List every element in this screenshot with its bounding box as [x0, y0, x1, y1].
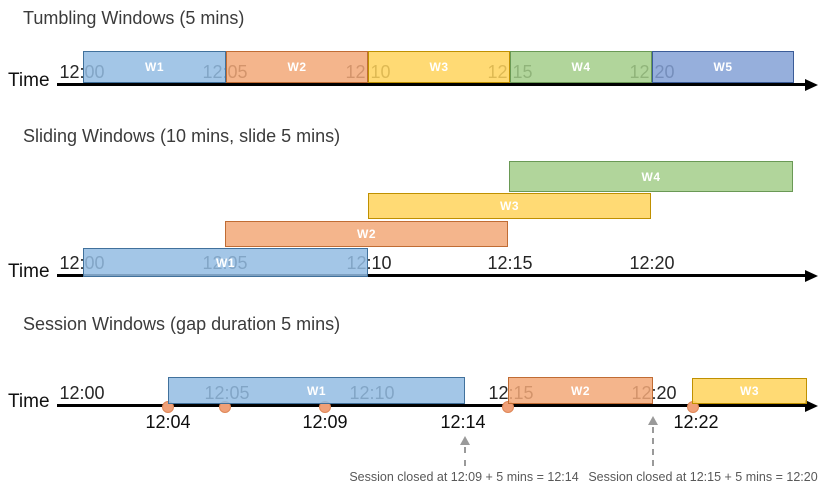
tumbling-window-box-w2: W2 [226, 51, 368, 83]
event-time-label: 12:22 [673, 412, 719, 432]
event-time-label: 12:09 [302, 412, 348, 432]
sliding-window-box-w2: W2 [225, 221, 508, 247]
tumbling-window-box-w5: W5 [652, 51, 794, 83]
window-label: W1 [307, 383, 326, 398]
window-label: W2 [571, 383, 590, 398]
sliding-window-box-w1: W1 [83, 248, 368, 277]
session-windows-title: Session Windows (gap duration 5 mins) [23, 314, 341, 334]
window-label: W3 [740, 384, 759, 398]
dashed-arrow-head-icon [648, 416, 658, 425]
tumbling-windows-title: Tumbling Windows (5 mins) [23, 8, 245, 28]
session-window-box-w3: W3 [692, 378, 807, 404]
session-time-axis-label: Time [8, 391, 50, 412]
session-axis-tick-label: 12:00 [59, 383, 105, 403]
window-label: W2 [357, 227, 376, 241]
sliding-axis-tick-label: 12:15 [487, 253, 533, 273]
event-time-label: 12:04 [145, 412, 191, 432]
dashed-arrow-line [464, 447, 466, 466]
window-label: W2 [287, 60, 307, 74]
window-label: W1 [216, 255, 235, 270]
session-time-axis-line [57, 404, 806, 407]
tumbling-time-axis-arrowhead-icon [805, 78, 818, 91]
window-label: W4 [641, 169, 661, 184]
session-window-box-w1: W1 [168, 377, 465, 404]
session-window-box-w2: W2 [508, 377, 653, 404]
window-label: W4 [571, 60, 591, 74]
sliding-time-axis-line [57, 274, 806, 277]
dashed-arrow-line [652, 427, 654, 466]
sliding-time-axis-label: Time [8, 261, 50, 282]
sliding-window-box-w3: W3 [368, 193, 651, 219]
session-time-axis-arrowhead-icon [805, 399, 818, 412]
sliding-window-box-w4: W4 [509, 161, 793, 192]
session-closed-annotation: Session closed at 12:09 + 5 mins = 12:14 [349, 470, 579, 484]
tumbling-window-box-w3: W3 [368, 51, 510, 83]
window-label: W5 [713, 60, 733, 74]
dashed-arrow-head-icon [460, 436, 470, 445]
sliding-windows-title: Sliding Windows (10 mins, slide 5 mins) [23, 126, 341, 146]
sliding-axis-tick-label: 12:20 [629, 253, 675, 273]
tumbling-time-axis-line [57, 83, 806, 86]
sliding-time-axis-arrowhead-icon [805, 269, 818, 282]
session-closed-annotation: Session closed at 12:15 + 5 mins = 12:20 [588, 470, 818, 484]
tumbling-time-axis-label: Time [8, 70, 50, 91]
window-label: W3 [429, 60, 449, 74]
tumbling-window-box-w1: W1 [83, 51, 226, 83]
window-label: W3 [500, 199, 519, 213]
tumbling-window-box-w4: W4 [510, 51, 652, 83]
window-label: W1 [145, 60, 164, 74]
event-time-label: 12:14 [440, 412, 486, 432]
